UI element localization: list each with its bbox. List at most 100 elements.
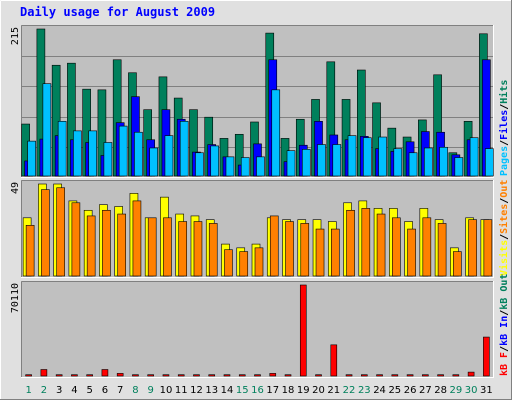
bar-sites-day-9 [147, 217, 157, 277]
bar-kb-f-day-31 [483, 336, 490, 377]
x-tick-label-day-15: 15 [236, 385, 249, 396]
x-tick-label-day-14: 14 [221, 385, 234, 396]
bar-sites-day-3 [56, 187, 65, 277]
bar-sites-day-30 [468, 219, 477, 277]
panel-legend: kB F/kB In/kB Out [499, 274, 510, 376]
bar-kb-f-day-1 [25, 374, 32, 377]
panel-legend: Pages/Files/Hits [498, 80, 510, 176]
y-max-label: 215 [10, 27, 21, 45]
bar-sites-day-25 [392, 217, 401, 277]
bar-kb-f-day-18 [284, 374, 292, 377]
bar-sites-day-5 [86, 215, 96, 277]
bar-sites-day-7 [117, 213, 126, 277]
bar-kb-f-day-9 [147, 374, 154, 377]
y-max-label: 70110 [10, 283, 21, 313]
bar-sites-day-29 [453, 251, 462, 277]
bar-pages-day-23 [363, 137, 372, 177]
bar-pages-day-17 [271, 89, 281, 177]
x-tick-label-day-28: 28 [434, 385, 447, 396]
bar-sites-day-18 [285, 221, 294, 277]
bar-pages-day-26 [408, 152, 418, 177]
x-tick-label-day-12: 12 [190, 385, 203, 396]
x-tick-label-day-31: 31 [480, 385, 493, 396]
bar-kb-f-day-15 [238, 374, 246, 377]
bar-kb-f-day-8 [132, 374, 139, 377]
bar-pages-day-25 [393, 148, 403, 177]
legend-entry: kB F [499, 352, 510, 376]
x-tick-label-day-5: 5 [86, 385, 92, 396]
bar-sites-day-28 [437, 223, 447, 277]
x-tick-label-day-24: 24 [373, 385, 386, 396]
bar-kb-f-day-20 [315, 374, 322, 377]
bar-kb-f-day-24 [376, 374, 383, 377]
bar-sites-day-27 [422, 217, 432, 277]
bar-pages-day-10 [164, 135, 174, 177]
x-tick-label-day-21: 21 [327, 385, 340, 396]
x-tick-label-day-6: 6 [102, 385, 108, 396]
bar-sites-day-20 [315, 228, 325, 277]
x-tick-label-day-10: 10 [160, 385, 173, 396]
legend-entry: kB In [499, 316, 510, 346]
bar-pages-day-16 [256, 156, 265, 177]
bar-pages-day-7 [118, 125, 128, 177]
bar-kb-f-day-11 [177, 374, 185, 377]
bar-sites-day-26 [407, 228, 416, 277]
bar-kb-f-day-29 [452, 374, 460, 377]
x-tick-label-day-25: 25 [388, 385, 401, 396]
bar-pages-day-1 [27, 140, 36, 177]
bar-sites-day-22 [346, 209, 355, 277]
legend-entry: / [499, 310, 510, 316]
bar-pages-day-6 [103, 142, 113, 177]
bar-pages-day-29 [454, 157, 464, 177]
bar-pages-day-22 [347, 135, 357, 177]
bar-sites-day-10 [163, 217, 172, 277]
x-tick-label-day-4: 4 [71, 385, 77, 396]
x-tick-label-day-8: 8 [132, 385, 138, 396]
x-tick-label-day-22: 22 [343, 385, 356, 396]
bar-kb-f-day-4 [71, 374, 78, 377]
legend-entry: / [499, 346, 510, 352]
x-tick-label-day-17: 17 [266, 385, 279, 396]
bar-sites-day-16 [254, 247, 264, 277]
x-tick-label-day-11: 11 [175, 385, 188, 396]
x-tick-label-day-9: 9 [148, 385, 154, 396]
bar-pages-day-21 [332, 144, 342, 177]
legend-entry: Out [499, 180, 510, 198]
x-tick-label-day-7: 7 [117, 385, 123, 396]
chart-panels: 215Pages/Files/Hits49Visits/Sites/Out701… [10, 25, 510, 378]
bar-kb-f-day-25 [391, 374, 399, 377]
legend-entry: / [499, 234, 510, 240]
x-tick-label-day-20: 20 [312, 385, 325, 396]
bar-pages-day-11 [179, 121, 189, 177]
legend-entry: Sites [498, 204, 510, 234]
bar-kb-f-day-19 [299, 284, 307, 377]
legend-entry: / [499, 198, 510, 204]
bar-pages-day-3 [57, 121, 67, 177]
x-tick-label-day-26: 26 [404, 385, 417, 396]
bar-kb-f-day-17 [269, 373, 277, 377]
bar-kb-f-day-22 [345, 374, 353, 377]
bar-kb-f-day-30 [467, 371, 475, 377]
bar-pages-day-12 [195, 152, 204, 177]
bar-sites-day-24 [376, 213, 386, 277]
panel-legend: Visits/Sites/Out [498, 180, 510, 276]
x-tick-label-day-29: 29 [449, 385, 462, 396]
x-tick-label-day-1: 1 [25, 385, 31, 396]
bar-sites-day-2 [41, 189, 50, 277]
bar-sites-day-13 [208, 223, 218, 277]
bar-kb-f-day-21 [330, 344, 338, 377]
legend-entry: Hits [498, 80, 510, 104]
legend-entry: / [499, 104, 510, 110]
bar-pages-day-13 [210, 145, 220, 177]
legend-entry: / [499, 140, 510, 146]
x-tick-label-day-16: 16 [251, 385, 264, 396]
bar-pages-day-18 [286, 150, 296, 177]
bar-kb-f-day-16 [254, 374, 261, 377]
bar-kb-f-day-23 [361, 374, 368, 377]
legend-entry: kB Out [499, 274, 510, 310]
bar-sites-day-31 [483, 219, 493, 277]
bar-sites-day-6 [102, 209, 111, 277]
bar-sites-day-19 [300, 223, 310, 277]
